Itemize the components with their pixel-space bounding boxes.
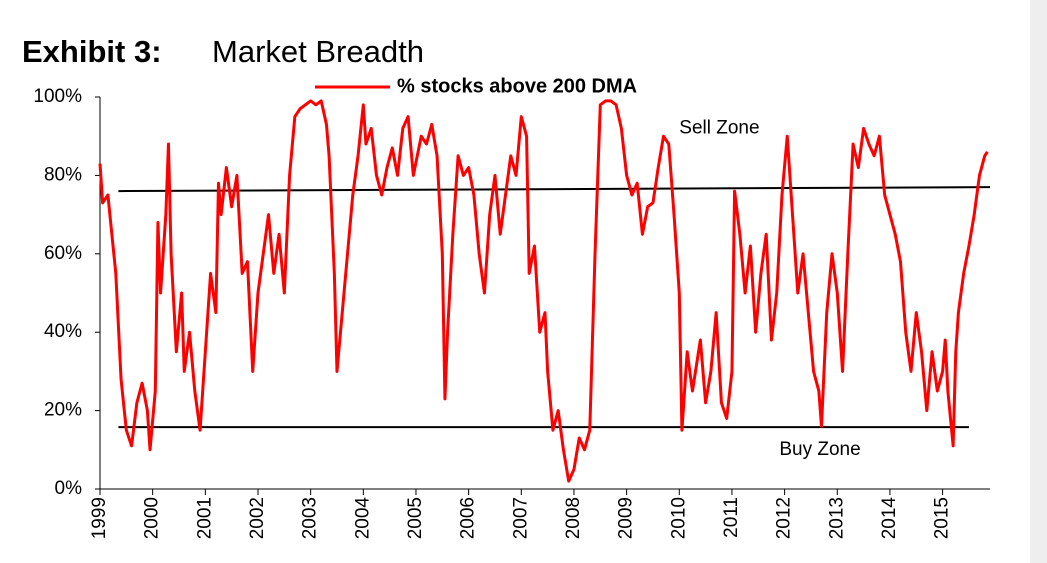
x-tick-label: 2011 <box>721 497 742 538</box>
legend-label: % stocks above 200 DMA <box>397 75 637 97</box>
y-tick-label: 40% <box>44 321 82 342</box>
annotation: Sell Zone <box>679 117 759 138</box>
series-line <box>98 99 989 483</box>
x-tick-label: 2005 <box>405 497 426 539</box>
x-tick-label: 2001 <box>194 497 215 539</box>
x-tick-label: 2014 <box>879 497 900 540</box>
y-tick-label: 60% <box>44 243 82 264</box>
x-tick-label: 2013 <box>826 497 847 539</box>
x-tick-label: 2003 <box>300 497 321 539</box>
annotation: Buy Zone <box>779 439 860 460</box>
x-tick-label: 2002 <box>247 497 268 539</box>
x-tick-label: 1999 <box>89 497 110 539</box>
x-tick-label: 2007 <box>510 497 531 539</box>
y-tick-label: 0% <box>55 478 83 499</box>
y-tick-label: 100% <box>33 86 82 107</box>
x-tick-label: 2006 <box>458 497 479 539</box>
chart-title: Market Breadth <box>212 34 424 69</box>
x-tick-label: 2008 <box>563 497 584 539</box>
side-strip <box>1030 0 1047 563</box>
x-tick-label: 2009 <box>616 497 637 539</box>
reference-line <box>118 186 991 193</box>
title-prefix: Exhibit 3: <box>22 34 162 69</box>
x-tick-label: 2004 <box>352 497 373 540</box>
x-tick-label: 2000 <box>142 497 163 539</box>
y-tick-label: 80% <box>44 164 82 185</box>
y-tick-label: 20% <box>44 400 82 421</box>
x-tick-label: 2012 <box>774 497 795 539</box>
x-tick-label: 2010 <box>668 497 689 539</box>
x-tick-label: 2015 <box>932 497 953 539</box>
